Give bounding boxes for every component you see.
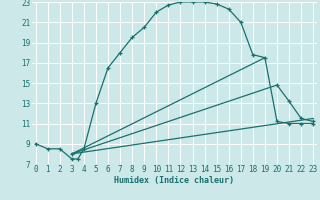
X-axis label: Humidex (Indice chaleur): Humidex (Indice chaleur): [115, 176, 234, 185]
